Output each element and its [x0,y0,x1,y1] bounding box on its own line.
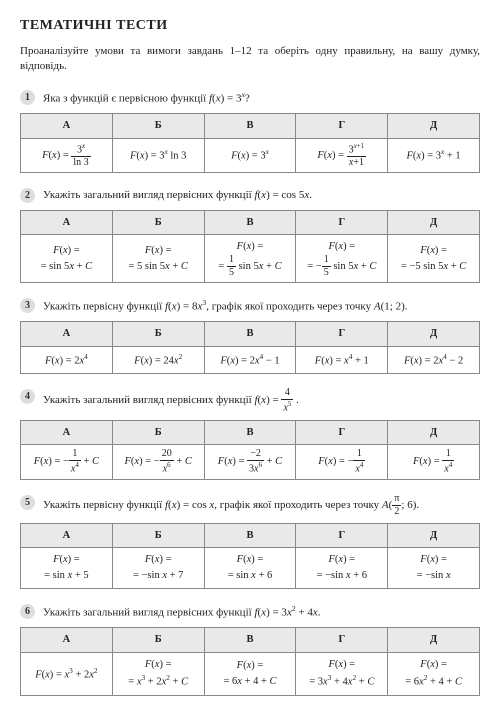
answer-header: Г [296,210,388,235]
intro-text: Проаналізуйте умови та вимоги завдань 1–… [20,44,480,75]
answer-header: В [204,322,296,347]
answer-cell: F(x) == 3x3 + 4x2 + C [296,652,388,695]
question-block: 5 Укажіть первісну функції f(x) = cos x, … [20,494,480,589]
answer-cell: F(x) == −sin x [388,548,480,589]
answer-header: А [21,627,113,652]
answer-table: АБВГД F(x) == sin x + 5F(x) == −sin x + 7… [20,523,480,589]
answer-cell: F(x) = 3x+1x+1 [296,138,388,172]
answer-cell: F(x) = x3 + 2x2 [21,652,113,695]
answer-header: Б [112,627,204,652]
answer-cell: F(x) = 2x4 − 1 [204,346,296,373]
question-text: 1 Яка з функцій є первісною функції f(x) … [20,89,480,107]
question-text: 4 Укажіть загальний вигляд первісних функ… [20,388,480,413]
answer-header: А [21,322,113,347]
answer-cell: F(x) == x3 + 2x2 + C [112,652,204,695]
answer-cell: F(x) = −20x6 + C [112,445,204,479]
question-label: Укажіть первісну функції f(x) = 8x3, гра… [43,297,480,315]
answer-cell: F(x) == −sin x + 6 [296,548,388,589]
answer-header: Д [388,210,480,235]
answer-table: АБВГД F(x) == sin 5x + CF(x) == 5 sin 5x … [20,210,480,284]
question-text: 6 Укажіть загальний вигляд первісних функ… [20,603,480,621]
answer-header: А [21,210,113,235]
answer-table: АБВГДF(x) = −1x4 + CF(x) = −20x6 + CF(x)… [20,420,480,480]
answer-table: АБВГДF(x) = 3xln 3F(x) = 3x ln 3F(x) = 3… [20,113,480,173]
answer-cell: F(x) = 1x4 [388,445,480,479]
answer-table: АБВГД F(x) = x3 + 2x2F(x) == x3 + 2x2 + C… [20,627,480,696]
answer-cell: F(x) == −5 sin 5x + C [388,235,480,283]
answer-header: Г [296,113,388,138]
answer-cell: F(x) = −1x4 [296,445,388,479]
answer-header: А [21,420,113,445]
question-number: 6 [20,604,35,619]
answer-header: Б [112,523,204,548]
question-number: 3 [20,298,35,313]
question-number: 2 [20,188,35,203]
question-label: Яка з функцій є первісною функції f(x) =… [43,89,480,107]
answer-header: В [204,627,296,652]
question-text: 5 Укажіть первісну функції f(x) = cos x, … [20,494,480,517]
question-block: 4 Укажіть загальний вигляд первісних функ… [20,388,480,479]
question-block: 6 Укажіть загальний вигляд первісних функ… [20,603,480,696]
answer-cell: F(x) = 2x4 − 2 [388,346,480,373]
answer-cell: F(x) = 3x + 1 [388,138,480,172]
answer-header: Б [112,113,204,138]
question-number: 5 [20,495,35,510]
answer-header: Д [388,322,480,347]
answer-cell: F(x) == sin 5x + C [21,235,113,283]
question-number: 4 [20,389,35,404]
answer-header: В [204,210,296,235]
answer-cell: F(x) == 15 sin 5x + C [204,235,296,283]
question-block: 1 Яка з функцій є первісною функції f(x) … [20,89,480,173]
question-label: Укажіть загальний вигляд первісних функц… [43,603,480,621]
answer-header: Б [112,210,204,235]
answer-cell: F(x) == −15 sin 5x + C [296,235,388,283]
answer-header: Г [296,322,388,347]
question-number: 1 [20,90,35,105]
answer-header: Д [388,523,480,548]
answer-header: Г [296,420,388,445]
answer-header: Д [388,420,480,445]
answer-cell: F(x) = 24x2 [112,346,204,373]
answer-cell: F(x) == 5 sin 5x + C [112,235,204,283]
answer-table: АБВГД F(x) = 2x4F(x) = 24x2F(x) = 2x4 − 1… [20,321,480,374]
question-text: 3 Укажіть первісну функції f(x) = 8x3, гр… [20,297,480,315]
question-text: 2 Укажіть загальний вигляд первісних функ… [20,187,480,204]
answer-header: Г [296,523,388,548]
answer-cell: F(x) = −1x4 + C [21,445,113,479]
answer-cell: F(x) == 6x + 4 + C [204,652,296,695]
question-block: 3 Укажіть первісну функції f(x) = 8x3, гр… [20,297,480,374]
answer-cell: F(x) == sin x + 6 [204,548,296,589]
answer-cell: F(x) = 3xln 3 [21,138,113,172]
answer-cell: F(x) = 2x4 [21,346,113,373]
questions-container: 1 Яка з функцій є первісною функції f(x) … [20,89,480,696]
answer-cell: F(x) == 6x2 + 4 + C [388,652,480,695]
question-label: Укажіть загальний вигляд первісних функц… [43,388,480,413]
answer-cell: F(x) = −23x6 + C [204,445,296,479]
page-title: ТЕМАТИЧНІ ТЕСТИ [20,18,480,34]
answer-header: Г [296,627,388,652]
answer-cell: F(x) = 3x [204,138,296,172]
answer-header: В [204,420,296,445]
answer-header: В [204,113,296,138]
answer-header: В [204,523,296,548]
question-label: Укажіть загальний вигляд первісних функц… [43,187,480,204]
answer-header: Б [112,322,204,347]
answer-cell: F(x) == −sin x + 7 [112,548,204,589]
answer-cell: F(x) = 3x ln 3 [112,138,204,172]
answer-cell: F(x) == sin x + 5 [21,548,113,589]
answer-header: А [21,523,113,548]
answer-header: Д [388,627,480,652]
answer-header: А [21,113,113,138]
question-label: Укажіть первісну функції f(x) = cos x, г… [43,494,480,517]
question-block: 2 Укажіть загальний вигляд первісних функ… [20,187,480,283]
answer-cell: F(x) = x4 + 1 [296,346,388,373]
answer-header: Д [388,113,480,138]
answer-header: Б [112,420,204,445]
